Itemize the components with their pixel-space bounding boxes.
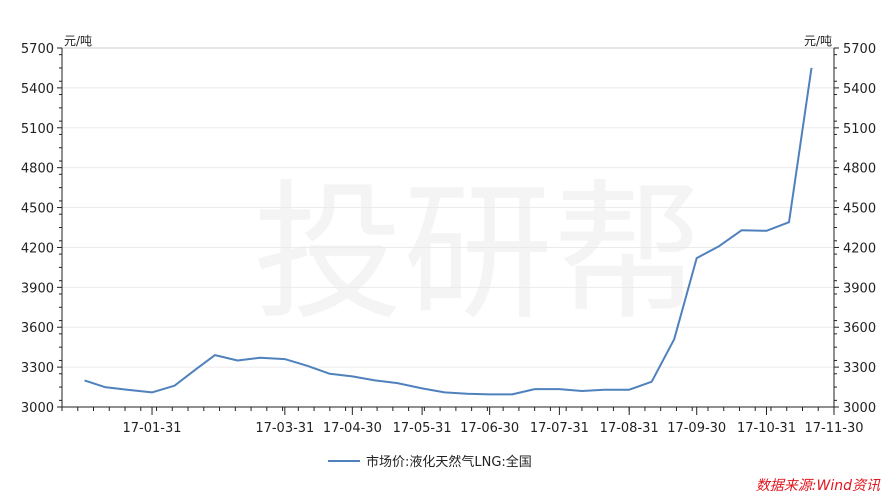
right-y-tick-label: 4800 [843, 162, 876, 177]
watermark-text: 投研帮 [253, 167, 703, 341]
left-y-tick-label: 3000 [21, 401, 54, 416]
x-tick-label: 17-11-30 [804, 421, 863, 436]
left-y-tick-label: 3300 [21, 361, 54, 376]
legend-label: 市场价:液化天然气LNG:全国 [366, 454, 532, 470]
right-y-tick-label: 3900 [843, 281, 876, 296]
series-layer [84, 67, 813, 396]
left-y-tick-label: 5100 [21, 122, 54, 137]
right-y-tick-label: 5100 [843, 122, 876, 137]
x-tick-label: 17-03-31 [255, 421, 314, 436]
x-tick-label: 17-01-31 [123, 421, 182, 436]
x-tick-label: 17-06-30 [460, 421, 519, 436]
right-y-tick-label: 5700 [843, 42, 876, 57]
left-y-tick-label: 5400 [21, 82, 54, 97]
x-tick-label: 17-09-30 [667, 421, 726, 436]
left-y-tick-label: 4500 [21, 202, 54, 217]
left-y-unit: 元/吨 [64, 34, 92, 48]
series-line [84, 67, 813, 396]
x-tick-label: 17-10-31 [737, 421, 796, 436]
left-y-tick-label: 3900 [21, 281, 54, 296]
x-tick-label: 17-07-31 [530, 421, 589, 436]
source-note: 数据来源:Wind资讯 [755, 478, 880, 494]
right-y-tick-label: 3600 [843, 321, 876, 336]
legend: 市场价:液化天然气LNG:全国 [328, 454, 532, 470]
x-tick-label: 17-04-30 [323, 421, 382, 436]
left-y-tick-label: 5700 [21, 42, 54, 57]
left-y-tick-label: 4200 [21, 241, 54, 256]
right-y-tick-label: 5400 [843, 82, 876, 97]
x-axis-ticks: 17-01-31 17-03-31 17-04-30 17-05-31 17-06-30… [61, 407, 864, 436]
left-y-tick-label: 3600 [21, 321, 54, 336]
right-y-unit: 元/吨 [804, 34, 832, 48]
right-y-tick-label: 3000 [843, 401, 876, 416]
right-y-tick-label: 4500 [843, 202, 876, 217]
y-axis-ticks: 3000 3000 3300 3300 3600 3600 3900 3900 4200 4200… [21, 42, 876, 416]
x-tick-label: 17-05-31 [393, 421, 452, 436]
right-y-tick-label: 3300 [843, 361, 876, 376]
left-y-tick-label: 4800 [21, 162, 54, 177]
right-y-tick-label: 4200 [843, 241, 876, 256]
x-tick-label: 17-08-31 [600, 421, 659, 436]
